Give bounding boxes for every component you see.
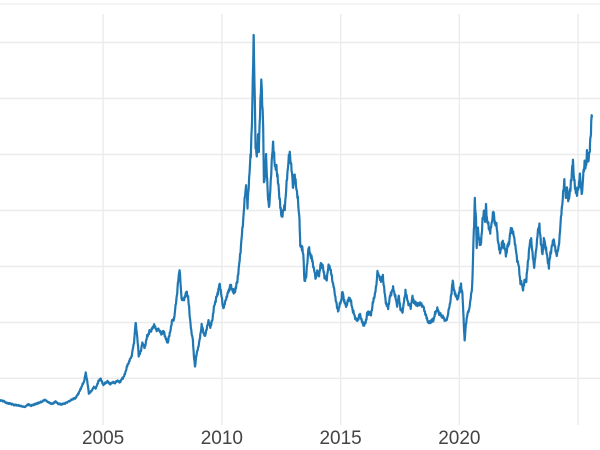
x-tick-label-2005: 2005 (81, 428, 125, 449)
price-series-line (0, 33, 594, 409)
x-tick-label-2015: 2015 (319, 428, 362, 449)
x-tick-label-2020: 2020 (438, 428, 481, 449)
x-tick-label-2010: 2010 (200, 428, 243, 449)
